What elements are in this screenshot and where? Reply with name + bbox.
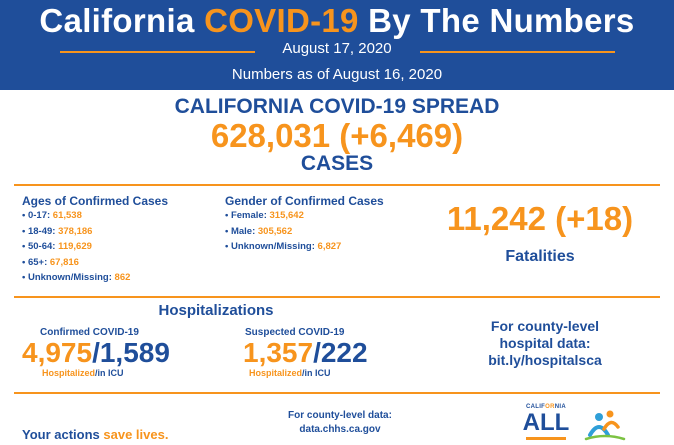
gender-item: • Male: 305,562 — [225, 224, 341, 240]
cases-value: 628,031 (+6,469) — [210, 117, 464, 154]
header-date: August 17, 2020 — [282, 40, 392, 57]
title-suffix: By The Numbers — [368, 2, 635, 39]
header-divider-right — [420, 51, 615, 53]
hospitalizations-title: Hospitalizations — [158, 302, 274, 319]
suspected-note: Hospitalized/in ICU — [249, 368, 331, 378]
county-hospital-info: For county-level hospital data: bit.ly/h… — [440, 318, 650, 369]
fatalities-label: Fatalities — [505, 248, 575, 265]
fatalities-value: 11,242 (+18) — [446, 200, 634, 237]
header-banner: California COVID-19 By The Numbers Augus… — [0, 0, 674, 90]
ages-item: • 0-17: 61,538 — [22, 208, 130, 224]
gender-item: • Female: 315,642 — [225, 208, 341, 224]
confirmed-note-hosp: Hospitalized — [42, 368, 96, 378]
gender-item-label: • Unknown/Missing: — [225, 241, 318, 252]
ages-title: Ages of Confirmed Cases — [22, 194, 169, 208]
gender-item-value: 315,642 — [269, 210, 304, 221]
county-data-info: For county-level data: data.chhs.ca.gov — [255, 409, 425, 437]
ages-item-label: • Unknown/Missing: — [22, 272, 115, 283]
actions-accent: save lives. — [103, 427, 169, 442]
divider-middle — [14, 296, 660, 298]
logo-top-text: CALIFORNIA — [525, 404, 566, 410]
county-data-link[interactable]: data.chhs.ca.gov — [299, 424, 381, 435]
actions-prefix: Your actions — [22, 427, 104, 442]
title-accent: COVID-19 — [204, 2, 359, 39]
county-hospital-link[interactable]: bit.ly/hospitalsca — [488, 352, 602, 368]
county-data-label: For county-level data: — [288, 410, 392, 421]
gender-title: Gender of Confirmed Cases — [225, 194, 384, 208]
suspected-hospitalized: 1,357 — [243, 337, 314, 368]
divider-bottom — [14, 392, 660, 394]
ages-item: • 18-49: 378,186 — [22, 224, 130, 240]
ages-item: • Unknown/Missing: 862 — [22, 270, 130, 286]
gender-item-label: • Female: — [225, 210, 270, 221]
page-title: California COVID-19 By The Numbers — [0, 2, 674, 40]
header-as-of: Numbers as of August 16, 2020 — [231, 66, 443, 83]
suspected-icu: 222 — [320, 337, 368, 368]
california-for-all-logo: CALIFORNIA ALL — [520, 404, 572, 445]
logo-bar — [526, 437, 566, 440]
suspected-note-hosp: Hospitalized — [249, 368, 303, 378]
ages-item: • 65+: 67,816 — [22, 255, 130, 271]
header-divider-left — [60, 51, 255, 53]
gender-item: • Unknown/Missing: 6,827 — [225, 239, 341, 255]
spread-title: CALIFORNIA COVID-19 SPREAD — [174, 95, 500, 118]
ages-item-value: 862 — [114, 272, 131, 283]
suspected-label: Suspected COVID-19 — [245, 327, 345, 338]
gender-item-value: 6,827 — [317, 241, 342, 252]
actions-slogan: Your actions save lives. — [22, 427, 168, 442]
ages-item-label: • 18-49: — [22, 225, 59, 237]
suspected-slash: / — [313, 337, 321, 368]
suspected-figures: 1,357/222 — [243, 337, 368, 369]
ages-item: • 50-64: 119,629 — [22, 239, 130, 255]
gender-item-value: 305,562 — [257, 225, 293, 237]
ages-item-value: 378,186 — [58, 225, 93, 237]
confirmed-note-icu: /in ICU — [95, 368, 124, 378]
county-hospital-line2: hospital data: — [499, 335, 591, 351]
confirmed-label: Confirmed COVID-19 — [40, 327, 139, 338]
people-logo-icon — [584, 410, 626, 441]
logo-word: ALL — [522, 409, 570, 436]
ages-item-label: • 0-17: — [22, 210, 53, 221]
title-prefix: California — [39, 2, 195, 39]
confirmed-slash: / — [92, 337, 100, 368]
ages-item-label: • 65+: — [22, 256, 50, 268]
confirmed-icu: 1,589 — [99, 337, 170, 368]
ages-item-label: • 50-64: — [22, 241, 59, 252]
divider-top — [14, 184, 660, 186]
suspected-note-icu: /in ICU — [302, 368, 331, 378]
confirmed-note: Hospitalized/in ICU — [42, 368, 124, 378]
ages-item-value: 119,629 — [58, 241, 92, 252]
confirmed-hospitalized: 4,975 — [22, 337, 93, 368]
ages-list: • 0-17: 61,538 • 18-49: 378,186 • 50-64: 1… — [22, 208, 130, 286]
cases-label: CASES — [300, 152, 374, 175]
ages-item-value: 67,816 — [49, 256, 79, 268]
gender-list: • Female: 315,642 • Male: 305,562 • Unknow… — [225, 208, 341, 255]
gender-item-label: • Male: — [225, 225, 258, 237]
ages-item-value: 61,538 — [52, 210, 82, 221]
county-hospital-line1: For county-level — [490, 318, 600, 334]
confirmed-figures: 4,975/1,589 — [22, 337, 170, 369]
